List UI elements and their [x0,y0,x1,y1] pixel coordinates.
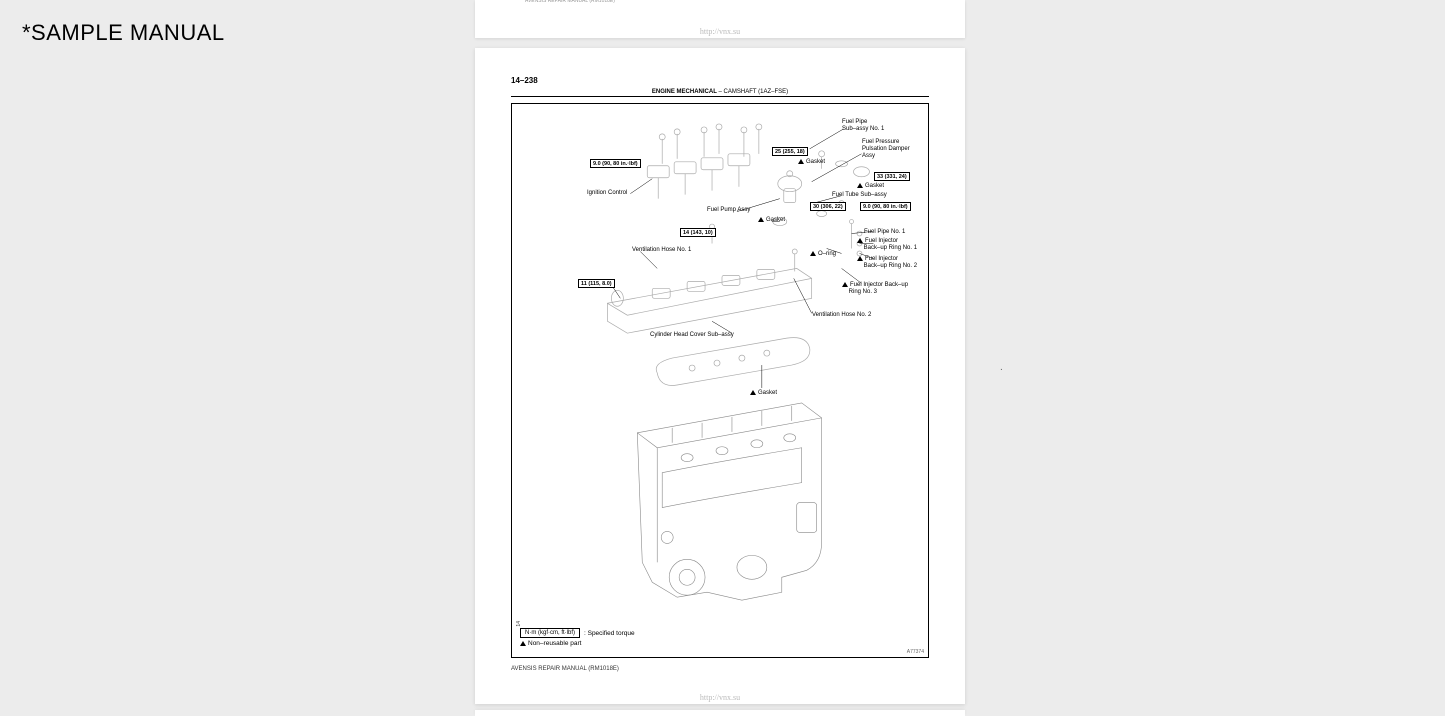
sample-watermark: *SAMPLE MANUAL [22,20,225,46]
label-gasket-2: Gasket [857,183,884,190]
header-sep: – [717,89,724,95]
label-fuel-tube-sub: Fuel Tube Sub–assy [832,192,887,199]
label-vent-hose-2: Ventilation Hose No. 2 [812,312,871,319]
header-section: ENGINE MECHANICAL [652,89,717,95]
legend-torque-label: : Specified torque [584,630,635,637]
label-fuel-pressure-damper: Fuel PressurePulsation DamperAssy [862,139,910,160]
page-footer: AVENSIS REPAIR MANUAL (RM1018E) [511,666,929,672]
manual-page: 14–238 ENGINE MECHANICAL – CAMSHAFT (1AZ… [475,48,965,704]
label-fuel-pipe-sub: Fuel PipeSub–assy No. 1 [842,119,884,133]
label-cyl-head-cover: Cylinder Head Cover Sub–assy [650,332,734,339]
label-gasket-1: Gasket [798,159,825,166]
label-gasket-3: Gasket [758,217,785,224]
exploded-diagram: 9.0 (90, 80 in.·lbf) 25 (255, 18) 33 (33… [511,103,929,658]
header-rule: ENGINE MECHANICAL – CAMSHAFT (1AZ–FSE) [511,87,929,97]
label-gasket-4: Gasket [750,390,777,397]
label-fuel-inj-ring1: Fuel Injector Back–up Ring No. 1 [857,238,917,252]
torque-spec-7: 11 (115, 8.0) [578,279,615,288]
torque-spec-5: 9.0 (90, 80 in.·lbf) [860,202,911,211]
torque-spec-2: 25 (255, 18) [772,147,808,156]
torque-spec-1: 9.0 (90, 80 in.·lbf) [590,159,641,168]
triangle-icon [520,641,526,646]
diagram-legend: N·m (kgf·cm, ft·lbf) : Specified torque … [520,628,635,649]
label-fuel-inj-ring2: Fuel Injector Back–up Ring No. 2 [857,256,917,270]
prev-footer-text: AVENSIS REPAIR MANUAL (RM1018E) [525,0,615,4]
label-ignition-control: Ignition Control [587,190,627,197]
torque-spec-6: 14 (143, 10) [680,228,716,237]
legend-torque-box: N·m (kgf·cm, ft·lbf) [520,628,580,638]
page-number: 14–238 [511,76,929,85]
label-oring: O–ring [810,251,836,258]
url-stamp-top: http://vnx.su [700,27,740,36]
next-page-sliver [475,710,965,716]
legend-nonreuse: Non–reusable part [528,640,581,647]
side-code: 14 [516,621,522,627]
previous-page-sliver: AVENSIS REPAIR MANUAL (RM1018E) http://v… [475,0,965,38]
diagram-code: A77374 [907,649,924,655]
stray-dot: . [1000,362,1003,373]
torque-spec-4: 30 (306, 22) [810,202,846,211]
label-fuel-pump: Fuel Pump Assy [707,207,750,214]
header-sub: CAMSHAFT (1AZ–FSE) [724,89,789,95]
label-vent-hose-1: Ventilation Hose No. 1 [632,247,691,254]
url-stamp-bottom: http://vnx.su [700,693,740,702]
label-fuel-inj-ring3: Fuel Injector Back–up Ring No. 3 [842,282,908,296]
torque-spec-3: 33 (331, 24) [874,172,910,181]
page-header: ENGINE MECHANICAL – CAMSHAFT (1AZ–FSE) [652,89,788,95]
label-fuel-pipe-no1: Fuel Pipe No. 1 [864,229,905,236]
